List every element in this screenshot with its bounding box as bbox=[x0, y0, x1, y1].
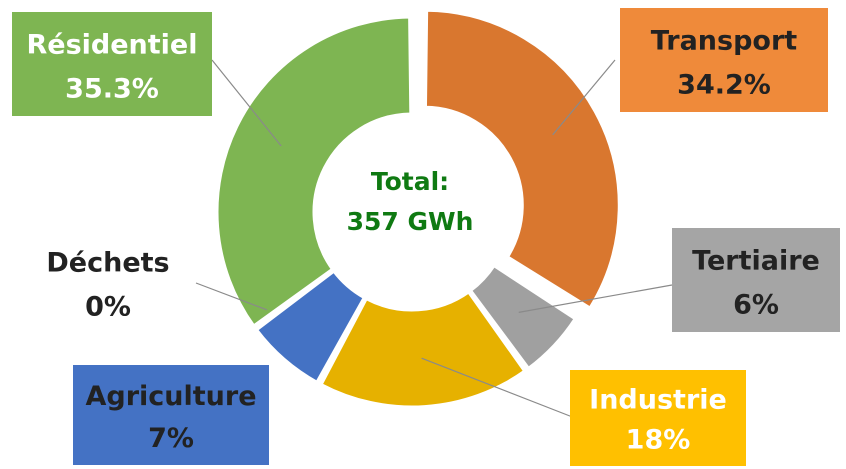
label-name-residentiel: Résidentiel bbox=[26, 30, 197, 61]
label-percent-transport: 34.2% bbox=[677, 69, 771, 100]
label-percent-dechets: 0% bbox=[85, 291, 131, 322]
label-box-tertiaire bbox=[672, 228, 840, 332]
label-name-agriculture: Agriculture bbox=[85, 381, 256, 412]
center-total-label: Total: bbox=[371, 167, 449, 196]
label-box-agriculture bbox=[73, 365, 269, 465]
leader-line-transport bbox=[552, 59, 616, 136]
leader-line-dechets bbox=[195, 282, 268, 311]
leader-line-industrie bbox=[421, 357, 576, 419]
label-industrie: Industrie 18% bbox=[570, 370, 746, 466]
label-percent-residentiel: 35.3% bbox=[65, 73, 159, 104]
label-transport: Transport 34.2% bbox=[620, 8, 828, 112]
leader-line-residentiel bbox=[211, 59, 282, 147]
label-dechets: Déchets 0% bbox=[46, 248, 169, 323]
leader-lines-group bbox=[195, 59, 673, 419]
label-percent-industrie: 18% bbox=[626, 425, 691, 456]
label-agriculture: Agriculture 7% bbox=[73, 365, 269, 465]
label-percent-agriculture: 7% bbox=[148, 423, 194, 454]
leader-line-tertiaire bbox=[518, 284, 673, 313]
label-box-industrie bbox=[570, 370, 746, 466]
label-name-tertiaire: Tertiaire bbox=[692, 246, 820, 277]
label-name-transport: Transport bbox=[651, 26, 797, 57]
labels-group: Transport 34.2% Tertiaire 6% Industrie 18% Agr… bbox=[12, 8, 840, 466]
label-name-dechets: Déchets bbox=[46, 248, 169, 279]
slice-tertiaire bbox=[468, 263, 578, 371]
label-tertiaire: Tertiaire 6% bbox=[672, 228, 840, 332]
center-label: Total: 357 GWh bbox=[347, 167, 474, 236]
label-box-transport bbox=[620, 8, 828, 112]
label-name-industrie: Industrie bbox=[589, 384, 727, 415]
slice-transport bbox=[423, 8, 621, 311]
slice-residentiel bbox=[215, 15, 413, 329]
slices-group bbox=[215, 8, 621, 409]
slice-agriculture bbox=[254, 269, 367, 385]
label-box-residentiel bbox=[12, 12, 212, 116]
label-residentiel: Résidentiel 35.3% bbox=[12, 12, 212, 116]
center-total-value: 357 GWh bbox=[347, 207, 474, 236]
label-percent-tertiaire: 6% bbox=[733, 289, 779, 320]
